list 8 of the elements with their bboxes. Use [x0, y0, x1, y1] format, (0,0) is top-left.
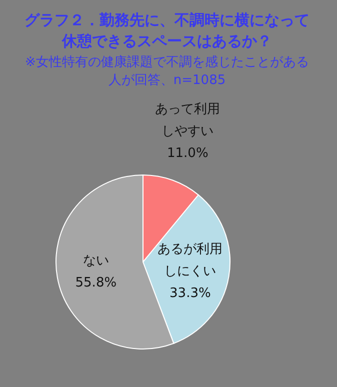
- slice-label: ない: [82, 254, 109, 269]
- chart-subtitle: ※女性特有の健康課題で不調を感じたことがある人が回答、n=1085: [24, 54, 310, 90]
- slice-label: あって利用しやすい: [155, 102, 220, 139]
- data-label: 55.8%: [75, 276, 117, 291]
- slice-label: あるが利用しにくい: [158, 242, 223, 279]
- data-label: 11.0%: [167, 146, 208, 161]
- data-label: 33.3%: [170, 286, 211, 301]
- chart-title: グラフ２．勤務先に、不調時に横になって休憩できるスペースはあるか？: [24, 10, 310, 52]
